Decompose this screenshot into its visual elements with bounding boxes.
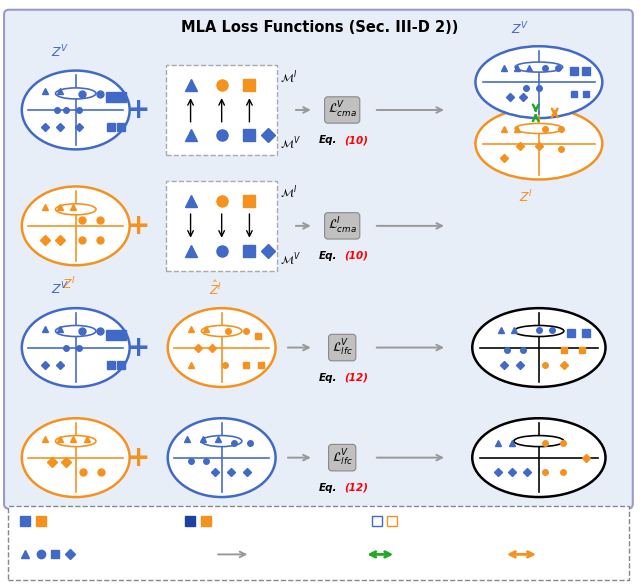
Text: Loss function: Loss function (253, 549, 332, 559)
Text: +: + (127, 443, 151, 472)
Text: /: / (33, 549, 36, 559)
FancyBboxPatch shape (166, 181, 277, 271)
Text: /: / (383, 517, 387, 526)
Text: Visible / Infrared
Cluster Centroids: Visible / Infrared Cluster Centroids (212, 511, 314, 532)
Ellipse shape (202, 436, 242, 446)
Text: Visible / Infrared
features: Visible / Infrared features (47, 511, 145, 532)
Text: (10): (10) (344, 135, 368, 145)
Ellipse shape (22, 418, 130, 497)
Ellipse shape (56, 325, 96, 336)
Ellipse shape (514, 436, 564, 446)
Text: /: / (31, 517, 35, 526)
Text: Pseudo- Visible /
Infrared features: Pseudo- Visible / Infrared features (399, 511, 500, 532)
Text: Eq.: Eq. (319, 251, 337, 261)
Text: /: / (196, 517, 200, 526)
Text: MLA Loss Functions (Sec. III-D 2)): MLA Loss Functions (Sec. III-D 2)) (181, 20, 459, 35)
FancyBboxPatch shape (4, 10, 633, 508)
FancyBboxPatch shape (8, 506, 629, 580)
Ellipse shape (168, 308, 276, 387)
Ellipse shape (472, 418, 605, 497)
Text: $\hat{Z}^I$: $\hat{Z}^I$ (209, 280, 222, 298)
Text: $\mathcal{L}_{cma}^V$: $\mathcal{L}_{cma}^V$ (328, 100, 356, 120)
Text: $\mathcal{M}^V$: $\mathcal{M}^V$ (280, 250, 301, 268)
Text: $Z^I$: $Z^I$ (62, 507, 76, 524)
Ellipse shape (476, 108, 602, 180)
Text: Eq.: Eq. (319, 135, 337, 145)
Text: $Z^I$: $Z^I$ (519, 188, 533, 205)
Text: (10): (10) (344, 251, 368, 261)
Text: $Z^V$: $Z^V$ (51, 43, 69, 60)
Text: (12): (12) (344, 373, 368, 383)
Ellipse shape (515, 62, 563, 72)
Text: $\mathcal{M}^I$: $\mathcal{M}^I$ (280, 184, 298, 201)
Text: $\mathcal{M}^I$: $\mathcal{M}^I$ (280, 68, 298, 85)
FancyBboxPatch shape (166, 65, 277, 155)
Ellipse shape (56, 204, 96, 215)
Text: (12): (12) (344, 483, 368, 493)
Text: $\mathcal{L}_{lfc}^V$: $\mathcal{L}_{lfc}^V$ (332, 448, 353, 468)
Text: Different Identities
features: Different Identities features (76, 543, 189, 565)
Ellipse shape (472, 308, 605, 387)
Text: $Z^V$: $Z^V$ (511, 21, 529, 37)
Text: $Z^V$: $Z^V$ (51, 281, 69, 298)
Text: $\mathcal{L}_{lfc}^V$: $\mathcal{L}_{lfc}^V$ (332, 338, 353, 357)
Ellipse shape (22, 308, 130, 387)
Ellipse shape (202, 325, 242, 336)
Ellipse shape (56, 88, 96, 99)
Text: Eq.: Eq. (319, 483, 337, 493)
Text: /: / (62, 549, 65, 559)
Ellipse shape (514, 325, 564, 336)
Text: +: + (127, 333, 151, 362)
Ellipse shape (22, 187, 130, 265)
Text: Eq.: Eq. (319, 373, 337, 383)
Text: +: + (127, 212, 151, 240)
Ellipse shape (56, 436, 96, 446)
Text: $\mathcal{L}_{cma}^I$: $\mathcal{L}_{cma}^I$ (328, 216, 356, 236)
Ellipse shape (476, 46, 602, 118)
Text: $\hat{Z}^V$: $\hat{Z}^V$ (207, 507, 224, 525)
Ellipse shape (22, 71, 130, 149)
Text: +: + (127, 96, 151, 124)
Text: Push: Push (542, 549, 570, 559)
Text: /: / (47, 549, 51, 559)
Text: $\mathcal{M}^V$: $\mathcal{M}^V$ (280, 135, 301, 152)
Text: Pull: Pull (399, 549, 422, 559)
Ellipse shape (515, 123, 563, 133)
Ellipse shape (168, 418, 276, 497)
Text: $Z^I$: $Z^I$ (62, 276, 76, 292)
